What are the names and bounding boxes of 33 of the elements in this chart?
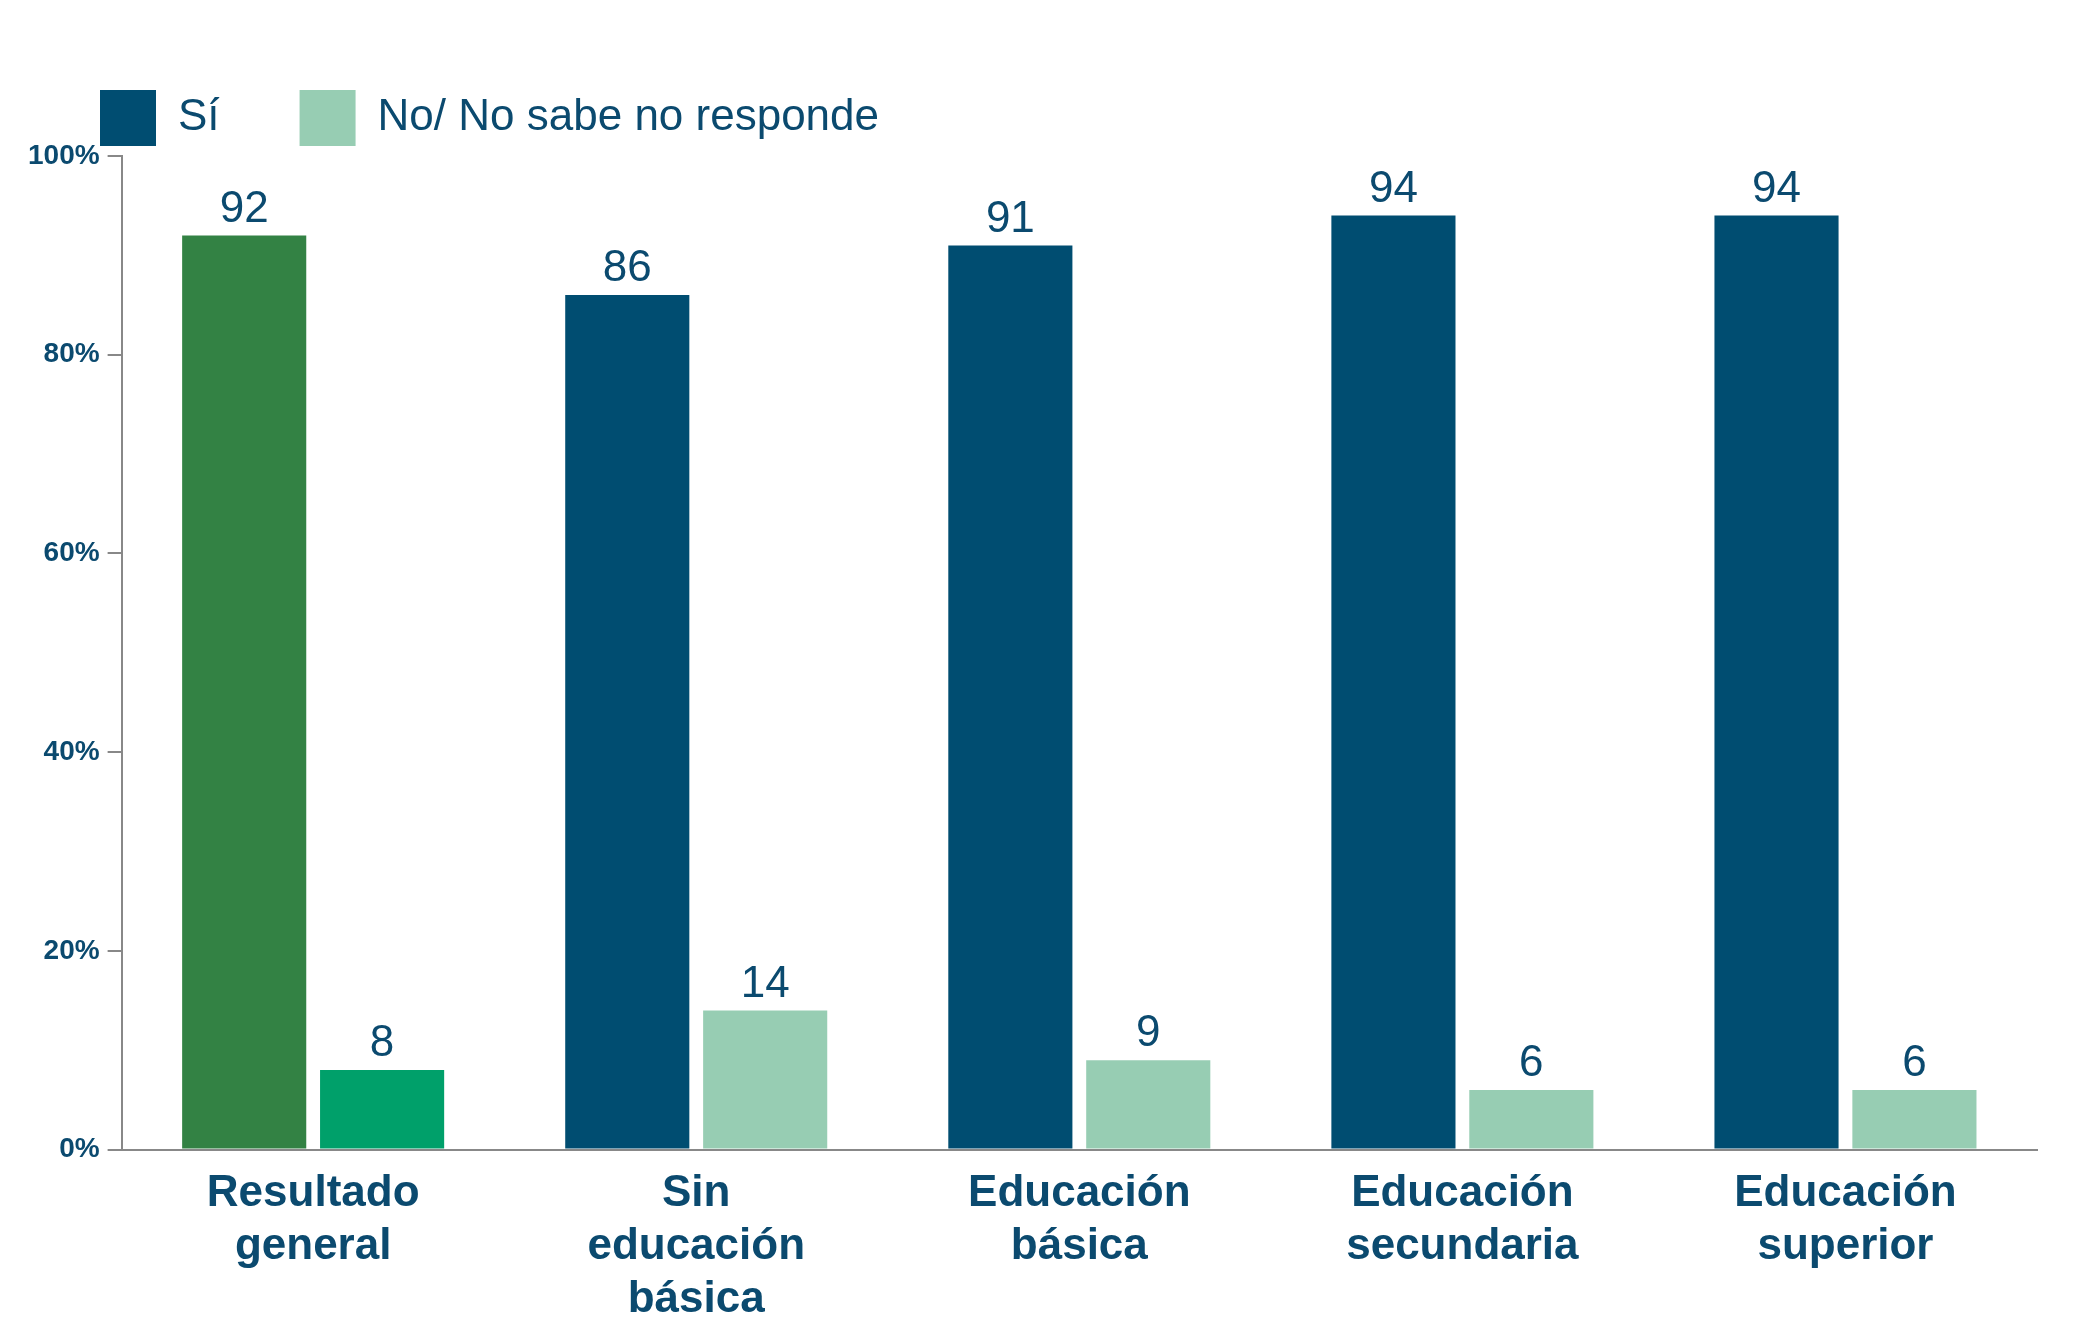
data-label: 14 [740,956,790,1006]
legend-label: Sí [178,90,221,140]
y-tick-label: 20% [43,933,100,965]
bar [1852,1089,1977,1149]
y-tick-label: 0% [59,1132,100,1164]
x-tick-label: Educación básica [968,1166,1191,1268]
data-label: 94 [1368,161,1418,211]
y-tick-label: 100% [27,138,100,170]
bar [182,235,307,1149]
bar [320,1070,445,1149]
bar [1086,1060,1211,1149]
data-label: 6 [1902,1036,1927,1086]
data-label: 8 [369,1016,395,1066]
bar [1331,215,1456,1149]
data-label: 91 [985,191,1035,241]
y-tick-label: 40% [43,734,100,766]
y-tick-label: 80% [43,337,100,369]
data-label: 6 [1519,1036,1544,1086]
bar [1469,1089,1594,1149]
x-tick-label: Educación superior [1734,1166,1957,1268]
x-tick-label: Resultado general [206,1166,420,1268]
bar [565,295,690,1149]
x-tick-label: Educación secundaria [1346,1166,1580,1268]
data-label: 9 [1136,1006,1161,1056]
bar [948,245,1073,1149]
y-tick-label: 60% [43,536,100,568]
bar [1714,215,1839,1149]
legend-label: No/ No sabe no responde [377,90,880,140]
data-label: 92 [219,181,269,231]
data-label: 86 [602,241,652,291]
x-tick-label: Sin educación básica [587,1166,806,1321]
bar [703,1010,828,1149]
data-label: 94 [1752,161,1801,211]
